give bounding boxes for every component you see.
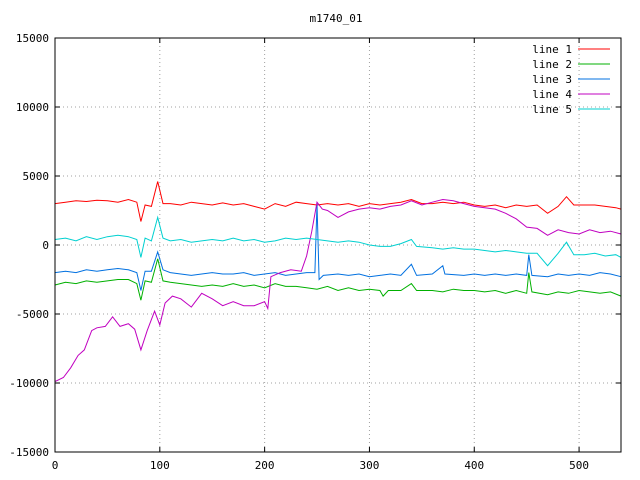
series-line-5 [54, 215, 622, 267]
y-tick-label: -15000 [9, 446, 49, 459]
x-axis: 0 100 200 300 400 500 [52, 38, 589, 472]
legend-label: line 2 [532, 58, 572, 71]
chart-title: m1740_01 [310, 12, 363, 25]
legend-label: line 5 [532, 103, 572, 116]
legend: line 1 line 2 line 3 line 4 line 5 [532, 43, 610, 116]
series-line-1 [54, 181, 622, 222]
legend-label: line 4 [532, 88, 572, 101]
legend-label: line 1 [532, 43, 572, 56]
x-tick-label: 300 [360, 459, 380, 472]
x-tick-label: 400 [464, 459, 484, 472]
x-tick-label: 0 [52, 459, 59, 472]
series-line-4 [54, 198, 622, 383]
x-tick-label: 500 [569, 459, 589, 472]
x-tick-label: 100 [150, 459, 170, 472]
y-tick-label: 5000 [23, 170, 50, 183]
y-tick-label: -5000 [16, 308, 49, 321]
series-line-3 [54, 203, 622, 291]
y-tick-label: 0 [42, 239, 49, 252]
y-tick-label: 15000 [16, 32, 49, 45]
y-tick-label: 10000 [16, 101, 49, 114]
x-tick-label: 200 [255, 459, 275, 472]
legend-label: line 3 [532, 73, 572, 86]
grid [55, 38, 621, 452]
series-line-2 [54, 258, 622, 301]
y-tick-label: -10000 [9, 377, 49, 390]
series-layer [54, 181, 622, 383]
y-axis: -15000 -10000 -5000 0 5000 10000 15000 [9, 32, 621, 459]
